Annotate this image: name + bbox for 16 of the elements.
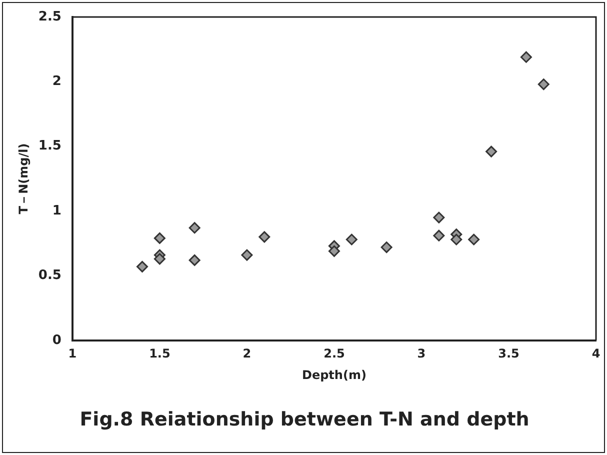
y-tick-label: 1: [52, 203, 62, 218]
x-tick-label: 3: [417, 346, 426, 361]
y-tick-label: 2.5: [38, 9, 62, 24]
x-tick-label: 2: [242, 346, 252, 361]
x-tick-label: 4: [592, 346, 600, 361]
y-tick-label: 0: [52, 332, 62, 348]
x-tick-label: 3.5: [498, 346, 520, 361]
y-tick-label: 2: [52, 74, 62, 90]
y-tick-label: 0.5: [38, 268, 62, 284]
text: Fig.8 Reiationship between T-N and depth: [80, 408, 530, 431]
x-axis-title: Depth(m): [302, 368, 366, 382]
x-tick-label: 1: [68, 346, 77, 361]
x-tick-label: 1.5: [149, 346, 170, 361]
x-tick-label: 2.5: [324, 346, 345, 361]
y-axis-title: T－N(mg/l): [16, 143, 30, 214]
y-tick-label: 1.5: [38, 138, 62, 154]
